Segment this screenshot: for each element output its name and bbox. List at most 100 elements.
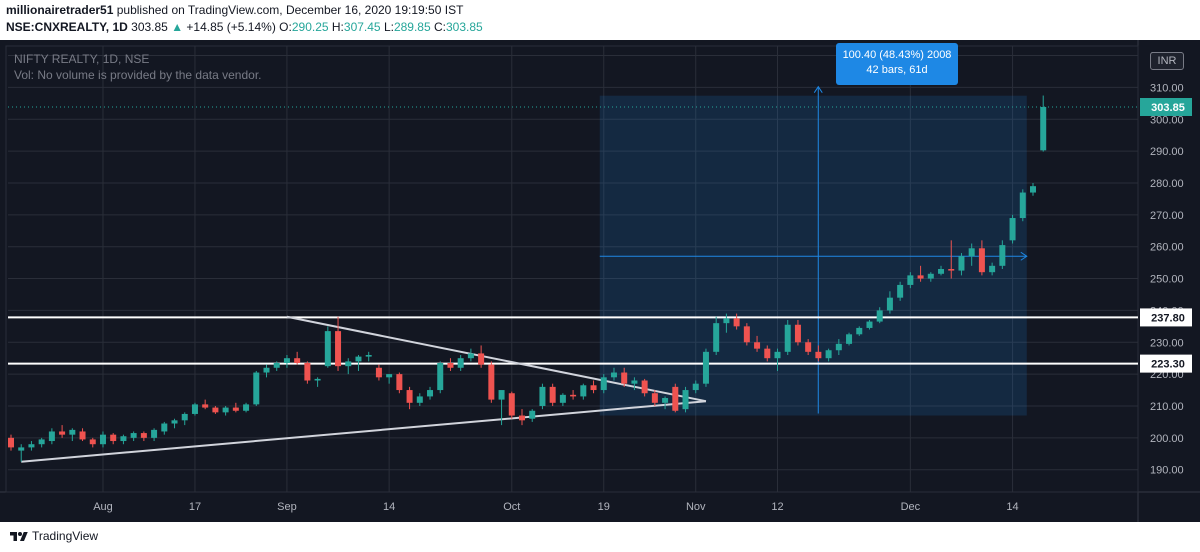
candle-body (662, 398, 669, 403)
x-tick-label: Dec (901, 501, 921, 513)
candle-body (222, 407, 229, 413)
trendline-lower (21, 400, 707, 463)
tradingview-brand[interactable]: TradingView (32, 529, 99, 543)
y-tick-label: 310.00 (1150, 82, 1184, 94)
candle-body (416, 396, 423, 403)
candle-body (519, 415, 525, 421)
y-tick-label: 210.00 (1150, 401, 1184, 413)
low-value: 289.85 (393, 20, 431, 34)
candle-body (723, 318, 730, 324)
candle-body (702, 351, 709, 384)
candle-body (856, 327, 863, 335)
candle-body (570, 394, 577, 397)
candle-body (314, 378, 321, 381)
y-tick-label: 190.00 (1150, 465, 1184, 477)
candle-body (151, 429, 158, 438)
candle-body (815, 351, 822, 359)
x-tick-label: 14 (1006, 501, 1018, 513)
candle-body (396, 374, 403, 391)
measure-horizontal-arrowhead (1020, 251, 1028, 261)
candle-body (733, 318, 740, 327)
candle-body (181, 413, 188, 421)
candle-body (99, 434, 106, 445)
candle-body (610, 372, 617, 378)
candle-body (304, 362, 311, 381)
trendline-upper (286, 315, 707, 403)
candle-body (764, 348, 771, 359)
candle-body (999, 245, 1006, 266)
resistance-price-label-text: 237.80 (1151, 312, 1185, 324)
candle-body (232, 407, 239, 411)
candle-body (692, 383, 699, 391)
candle-body (631, 380, 638, 384)
candle-body (79, 431, 86, 440)
symbol-line: NSE:CNXREALTY, 1D 303.85 ▲ +14.85 (+5.14… (6, 20, 483, 37)
tradingview-logo-icon (10, 532, 28, 541)
candle-body (375, 367, 382, 378)
candle-body (171, 420, 178, 424)
candle-body (130, 433, 137, 438)
author-name[interactable]: millionairetrader51 (6, 3, 114, 17)
candle-body (8, 437, 14, 448)
x-tick-label: 12 (771, 501, 783, 513)
candle-body (38, 439, 45, 445)
candle-body (294, 358, 301, 363)
candle-body (968, 248, 975, 257)
candle-body (559, 394, 566, 403)
candle-body (1040, 107, 1047, 151)
candle-body (774, 351, 781, 359)
high-label: H: (331, 20, 344, 34)
candle-body (846, 334, 853, 344)
candle-body (621, 372, 628, 384)
candle-body (672, 386, 679, 411)
candle-body (457, 358, 464, 368)
candle-body (927, 273, 934, 279)
candle-body (784, 324, 791, 352)
candle-body (754, 342, 761, 349)
candle-body (825, 350, 832, 359)
candle-body (437, 362, 444, 391)
candle-body (355, 356, 362, 362)
candle-body (48, 431, 55, 442)
candle-body (978, 248, 985, 273)
candle-body (600, 377, 607, 391)
currency-badge[interactable]: INR (1150, 52, 1184, 70)
candle-body (1009, 218, 1016, 241)
candle-body (386, 374, 393, 378)
last-price-label-box (1140, 98, 1192, 117)
candle-body (467, 353, 474, 359)
resistance-price-label-box (1140, 308, 1192, 327)
candle-body (886, 297, 893, 311)
support-price-label-text: 223.30 (1151, 359, 1185, 371)
y-tick-label: 260.00 (1150, 242, 1184, 254)
candle-body (253, 372, 260, 405)
x-tick-label: 17 (189, 501, 201, 513)
y-tick-label: 200.00 (1150, 433, 1184, 445)
x-tick-label: Nov (686, 501, 706, 513)
high-value: 307.45 (343, 20, 381, 34)
candle-body (447, 362, 454, 368)
candle-body (18, 447, 25, 451)
candle-body (140, 433, 147, 438)
close-value: 303.85 (446, 20, 483, 34)
candle-body (876, 310, 883, 322)
candle-body (243, 404, 250, 411)
candlestick-chart[interactable]: 190.00200.00210.00220.00230.00240.00250.… (0, 40, 1200, 522)
candle-body (365, 355, 372, 357)
candle-body (917, 275, 924, 279)
last-price: 303.85 (131, 20, 168, 34)
candle-body (529, 410, 536, 419)
candle-body (549, 386, 556, 403)
x-tick-label: Sep (277, 501, 297, 513)
x-tick-label: Oct (503, 501, 520, 513)
candle-body (590, 385, 597, 391)
chart-area[interactable]: 190.00200.00210.00220.00230.00240.00250.… (0, 40, 1200, 522)
candle-body (866, 321, 873, 328)
candle-body (907, 275, 914, 285)
publish-line: millionairetrader51 published on Trading… (6, 3, 463, 20)
price-change: +14.85 (+5.14%) (186, 20, 276, 34)
candle-body (263, 367, 270, 373)
y-tick-label: 300.00 (1150, 114, 1184, 126)
measure-range-box (599, 95, 1027, 416)
measure-tooltip: 100.40 (48.43%) 2008 42 bars, 61d (836, 43, 958, 85)
